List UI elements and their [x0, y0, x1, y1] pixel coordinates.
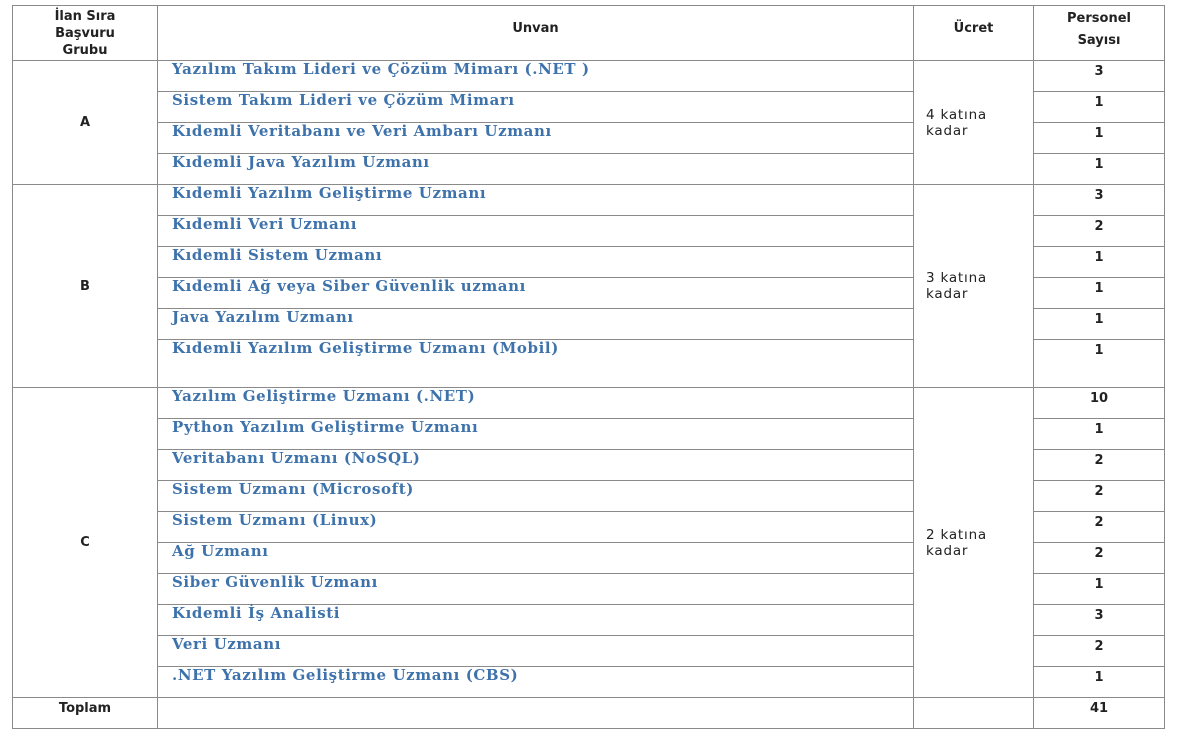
header-fee: Ücret	[913, 5, 1034, 61]
position-title: Kıdemli Yazılım Geliştirme Uzmanı (Mobil…	[157, 339, 914, 388]
personnel-count: 1	[1033, 153, 1165, 185]
table-row: Ağ Uzmanı 2	[13, 542, 1165, 574]
table-row: Python Yazılım Geliştirme Uzmanı 1	[13, 418, 1165, 450]
position-title: Kıdemli Veri Uzmanı	[157, 215, 914, 247]
position-title: .NET Yazılım Geliştirme Uzmanı (CBS)	[157, 666, 914, 698]
position-title: Veritabanı Uzmanı (NoSQL)	[157, 449, 914, 481]
position-title: Kıdemli Sistem Uzmanı	[157, 246, 914, 278]
header-title: Unvan	[157, 5, 914, 61]
table-row: Kıdemli Sistem Uzmanı 1	[13, 246, 1165, 278]
position-title: Veri Uzmanı	[157, 635, 914, 667]
table-row: Sistem Takım Lideri ve Çözüm Mimarı 1	[13, 91, 1165, 123]
group-cell: B	[12, 184, 158, 388]
personnel-count: 1	[1033, 277, 1165, 309]
table-row: Kıdemli Yazılım Geliştirme Uzmanı (Mobil…	[13, 339, 1165, 388]
table-row: B Kıdemli Yazılım Geliştirme Uzmanı 3 katı…	[12, 184, 1165, 388]
position-title: Yazılım Takım Lideri ve Çözüm Mimarı (.N…	[157, 60, 914, 92]
position-title: Sistem Uzmanı (Linux)	[157, 511, 914, 543]
header-group-line: Başvuru	[55, 25, 115, 41]
position-title: Siber Güvenlik Uzmanı	[157, 573, 914, 605]
personnel-count: 1	[1033, 91, 1165, 123]
position-title: Sistem Takım Lideri ve Çözüm Mimarı	[157, 91, 914, 123]
table-row: Sistem Uzmanı (Linux) 2	[13, 511, 1165, 543]
header-group-line: Grubu	[62, 42, 108, 58]
table-row: Kıdemli İş Analisti 3	[13, 604, 1165, 636]
personnel-count: 1	[1033, 666, 1165, 698]
personnel-count: 1	[1033, 246, 1165, 278]
total-empty-cell	[157, 697, 914, 729]
personnel-count: 2	[1033, 215, 1165, 247]
table-row: C Yazılım Geliştirme Uzmanı (.NET) 2 katın…	[12, 387, 1165, 698]
personnel-count: 1	[1033, 308, 1165, 340]
personnel-count: 1	[1033, 339, 1165, 388]
position-title: Kıdemli Veritabanı ve Veri Ambarı Uzmanı	[157, 122, 914, 154]
position-title: Ağ Uzmanı	[157, 542, 914, 574]
personnel-count: 2	[1033, 511, 1165, 543]
fee-cell: 4 katına kadar	[913, 60, 1034, 185]
table-row: Sistem Uzmanı (Microsoft) 2	[13, 480, 1165, 512]
group-cell: C	[12, 387, 158, 698]
personnel-count: 3	[1033, 184, 1165, 216]
position-title: Java Yazılım Uzmanı	[157, 308, 914, 340]
personnel-count: 1	[1033, 122, 1165, 154]
position-title: Yazılım Geliştirme Uzmanı (.NET)	[157, 387, 914, 419]
table-row: Siber Güvenlik Uzmanı 1	[13, 573, 1165, 605]
personnel-count: 2	[1033, 449, 1165, 481]
table-row: Kıdemli Java Yazılım Uzmanı 1	[13, 153, 1165, 185]
personnel-count: 2	[1033, 480, 1165, 512]
personnel-count: 2	[1033, 542, 1165, 574]
personnel-count: 3	[1033, 604, 1165, 636]
position-title: Sistem Uzmanı (Microsoft)	[157, 480, 914, 512]
position-title: Kıdemli Java Yazılım Uzmanı	[157, 153, 914, 185]
personnel-count: 1	[1033, 573, 1165, 605]
header-group-line: İlan Sıra	[54, 8, 116, 24]
position-title: Kıdemli Yazılım Geliştirme Uzmanı	[157, 184, 914, 216]
total-label: Toplam	[12, 697, 158, 729]
positions-table: İlan Sıra Başvuru Grubu Unvan Ücret Pers…	[12, 5, 1165, 729]
header-count: Personel Sayısı	[1033, 5, 1165, 61]
total-empty-cell	[913, 697, 1034, 729]
header-count-line: Personel	[1067, 11, 1131, 26]
total-row: Toplam 41	[12, 697, 1165, 729]
personnel-count: 10	[1033, 387, 1165, 419]
total-count: 41	[1033, 697, 1165, 729]
position-title: Python Yazılım Geliştirme Uzmanı	[157, 418, 914, 450]
table-row: Veritabanı Uzmanı (NoSQL) 2	[13, 449, 1165, 481]
header-count-line: Sayısı	[1077, 33, 1121, 48]
header-group: İlan Sıra Başvuru Grubu	[12, 5, 158, 61]
fee-cell: 3 katına kadar	[913, 184, 1034, 388]
position-title: Kıdemli İş Analisti	[157, 604, 914, 636]
group-cell: A	[12, 60, 158, 185]
personnel-count: 1	[1033, 418, 1165, 450]
fee-cell: 2 katına kadar	[913, 387, 1034, 698]
table-row: Kıdemli Veritabanı ve Veri Ambarı Uzmanı…	[13, 122, 1165, 154]
personnel-count: 3	[1033, 60, 1165, 92]
table-row: A Yazılım Takım Lideri ve Çözüm Mimarı (.…	[12, 60, 1165, 185]
position-title: Kıdemli Ağ veya Siber Güvenlik uzmanı	[157, 277, 914, 309]
personnel-count: 2	[1033, 635, 1165, 667]
